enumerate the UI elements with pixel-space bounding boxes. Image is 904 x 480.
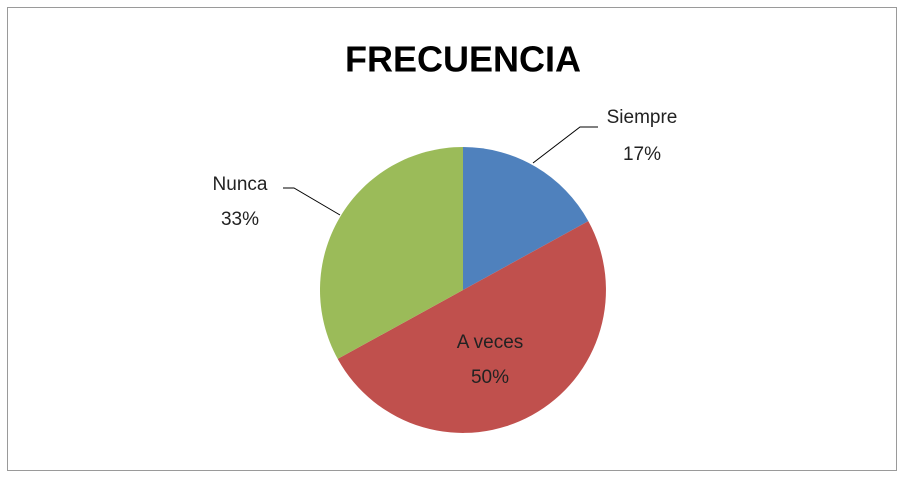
pie-slice <box>337 221 606 433</box>
slice-label: Nunca <box>213 174 268 195</box>
leader-line <box>283 187 341 216</box>
slice-value-label: 17% <box>623 144 661 165</box>
slice-value-label: 33% <box>221 209 259 230</box>
slice-value-label: 50% <box>471 367 509 388</box>
pie-slice <box>319 147 463 359</box>
chart-title: FRECUENCIA <box>345 39 581 80</box>
slice-label: A veces <box>457 332 524 353</box>
leader-line <box>532 126 598 164</box>
slice-label: Siempre <box>607 107 678 128</box>
pie-slice <box>463 147 589 290</box>
